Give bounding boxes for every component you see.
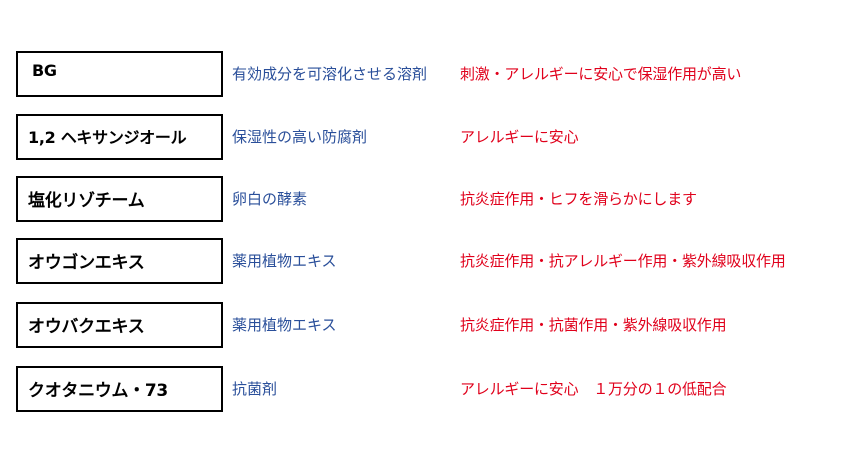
ingredient-role: 薬用植物エキス [232, 316, 337, 334]
ingredient-effect: アレルギーに安心 [460, 128, 579, 146]
ingredient-name: 塩化リゾチーム [28, 191, 145, 211]
ingredient-effect: アレルギーに安心 １万分の１の低配合 [460, 380, 727, 398]
ingredient-role: 薬用植物エキス [232, 252, 337, 270]
ingredient-row: BG 有効成分を可溶化させる溶剤 刺激・アレルギーに安心で保湿作用が高い [16, 51, 842, 97]
ingredient-role: 卵白の酵素 [232, 190, 308, 208]
ingredient-row: 1,2 ヘキサンジオール 保湿性の高い防腐剤 アレルギーに安心 [16, 114, 842, 160]
ingredient-effect: 刺激・アレルギーに安心で保湿作用が高い [460, 65, 742, 83]
ingredient-name-box: クオタニウム・73 [16, 366, 223, 412]
ingredient-name: オウゴンエキス [28, 253, 145, 273]
ingredient-effect: 抗炎症作用・ヒフを滑らかにします [460, 190, 697, 208]
ingredient-name-box: BG [16, 51, 223, 97]
ingredient-row: オウバクエキス 薬用植物エキス 抗炎症作用・抗菌作用・紫外線吸収作用 [16, 302, 842, 348]
ingredient-row: オウゴンエキス 薬用植物エキス 抗炎症作用・抗アレルギー作用・紫外線吸収作用 [16, 238, 842, 284]
ingredient-name-box: オウゴンエキス [16, 238, 223, 284]
ingredient-row: 塩化リゾチーム 卵白の酵素 抗炎症作用・ヒフを滑らかにします [16, 176, 842, 222]
ingredient-name-box: オウバクエキス [16, 302, 223, 348]
ingredient-row: クオタニウム・73 抗菌剤 アレルギーに安心 １万分の１の低配合 [16, 366, 842, 412]
ingredient-name: 1,2 ヘキサンジオール [28, 128, 187, 147]
ingredient-effect: 抗炎症作用・抗菌作用・紫外線吸収作用 [460, 316, 727, 334]
ingredient-name: オウバクエキス [28, 317, 145, 337]
ingredient-effect: 抗炎症作用・抗アレルギー作用・紫外線吸収作用 [460, 252, 786, 270]
ingredient-name: クオタニウム・73 [28, 381, 168, 401]
ingredient-name-box: 1,2 ヘキサンジオール [16, 114, 223, 160]
ingredient-role: 保湿性の高い防腐剤 [232, 128, 368, 146]
ingredient-name: BG [32, 61, 57, 80]
ingredient-role: 有効成分を可溶化させる溶剤 [232, 65, 428, 83]
ingredient-role: 抗菌剤 [232, 380, 278, 398]
ingredient-name-box: 塩化リゾチーム [16, 176, 223, 222]
